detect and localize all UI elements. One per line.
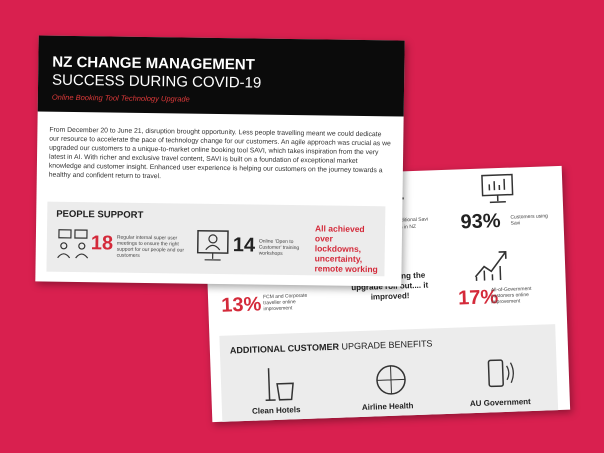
- phone-icon: [487, 359, 514, 388]
- benefit-label: AU Government: [469, 397, 531, 409]
- subtitle: Online Booking Tool Technology Upgrade: [51, 92, 190, 104]
- training-icon: [196, 229, 229, 261]
- people-support-box: PEOPLE SUPPORT 18 Regular internal super…: [46, 201, 386, 277]
- paragraph: From December 20 to June 21, disruption …: [48, 126, 391, 181]
- hotel-icon: [265, 368, 294, 402]
- front-card: NZ CHANGE MANAGEMENT SUCCESS DURING COVI…: [35, 35, 405, 287]
- heading-rest: UPGRADE BENEFITS: [341, 338, 433, 352]
- back-card: additional Savi ers in NZ 93% Customers …: [203, 165, 571, 423]
- title: SUCCESS DURING COVID-19: [51, 71, 262, 92]
- benefit-label: Clean Hotels: [251, 405, 301, 416]
- stat-text: Customers using Savi: [510, 213, 549, 227]
- stat-value: 14: [232, 234, 256, 257]
- benefits-box: ADDITIONAL CUSTOMER UPGRADE BENEFITS Cle…: [219, 324, 559, 422]
- stat-value: 93%: [460, 209, 501, 234]
- heading-bold: ADDITIONAL CUSTOMER: [229, 341, 340, 356]
- growth-icon: [474, 251, 507, 281]
- benefits-heading: ADDITIONAL CUSTOMER UPGRADE BENEFITS: [230, 338, 433, 355]
- monitor-icon: [481, 173, 514, 204]
- header: NZ CHANGE MANAGEMENT SUCCESS DURING COVI…: [37, 35, 405, 117]
- title: NZ CHANGE MANAGEMENT: [52, 53, 255, 74]
- stat-text: All-of-Government customers online impro…: [490, 285, 532, 306]
- stat-text: Online 'Open to Customer' training works…: [258, 238, 300, 257]
- airline-icon: [376, 365, 406, 395]
- people-heading: PEOPLE SUPPORT: [56, 208, 144, 221]
- partial-line: ers in NZ: [395, 223, 417, 231]
- stat-value: 13%: [220, 293, 262, 317]
- note: All achieved over lockdowns, uncertainty…: [314, 223, 378, 275]
- stat-value: 18: [90, 232, 114, 255]
- stat-text: FCM and Corporate traveller online impro…: [262, 292, 308, 313]
- stat-text: Regular internal super user meetings to …: [116, 234, 185, 259]
- benefit-label: Airline Health: [361, 401, 414, 412]
- meeting-icon: [57, 229, 89, 259]
